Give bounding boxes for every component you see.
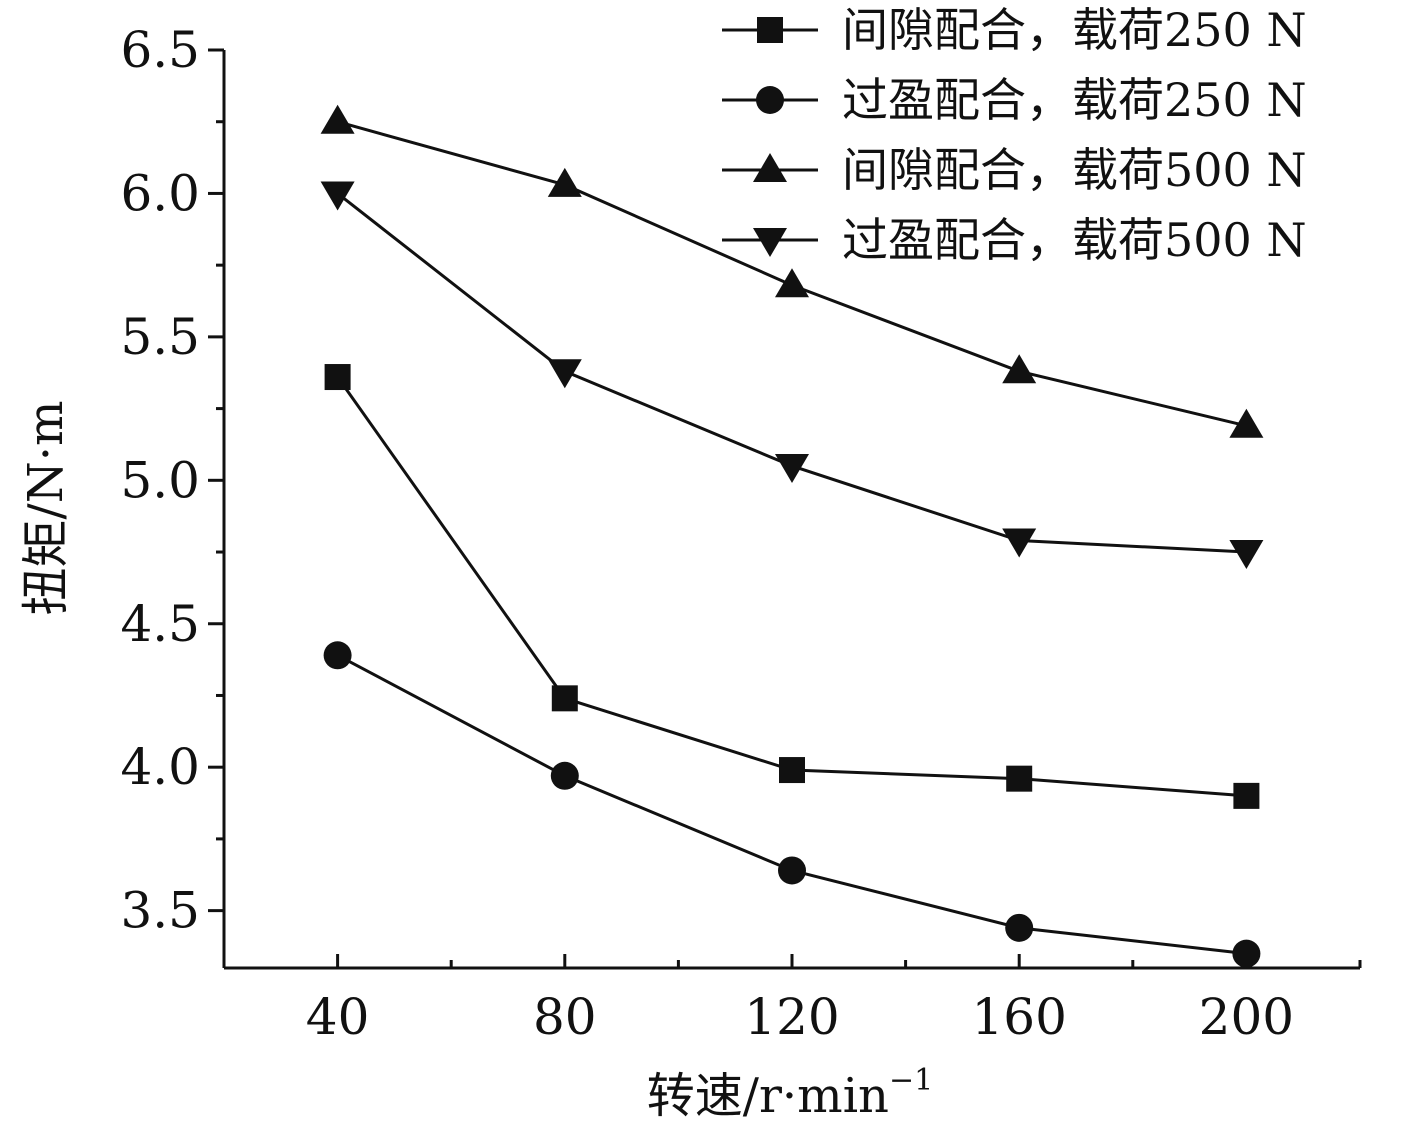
legend-entry-2: 过盈配合，载荷250 N xyxy=(722,73,1307,127)
series-1-line xyxy=(336,376,1247,798)
x-tick-label: 200 xyxy=(1199,988,1294,1046)
series-2-point xyxy=(1232,939,1261,968)
y-tick-label: 6.5 xyxy=(120,21,200,79)
series-1-point xyxy=(1006,765,1033,792)
legend-entry-4: 过盈配合，载荷500 N xyxy=(722,213,1307,267)
legend-marker xyxy=(756,86,784,114)
series-3-point xyxy=(1229,408,1264,438)
legend-marker xyxy=(753,228,787,257)
series-2 xyxy=(323,641,1261,968)
series-group xyxy=(320,104,1264,968)
legend: 间隙配合，载荷250 N 过盈配合，载荷250 N 间隙配合，载荷500 N 过盈配合… xyxy=(722,3,1307,267)
series-1-point xyxy=(324,364,351,391)
legend-marker xyxy=(757,17,783,43)
series-2-point xyxy=(323,641,352,670)
series-4-point xyxy=(775,453,809,483)
y-tick-label: 3.5 xyxy=(120,882,200,940)
x-axis-title: 转速/r·min−1 xyxy=(647,1063,933,1124)
series-4-point xyxy=(1002,528,1037,558)
legend-label: 过盈配合，载荷250 N xyxy=(842,73,1307,127)
legend-label: 间隙配合，载荷500 N xyxy=(842,143,1307,197)
series-2-point xyxy=(550,761,579,790)
series-4-point xyxy=(1229,540,1264,570)
legend-entry-1: 间隙配合，载荷250 N xyxy=(722,3,1307,57)
y-tick-label: 5.5 xyxy=(120,308,200,366)
y-tick-label: 4.5 xyxy=(120,595,200,653)
series-4 xyxy=(320,181,1264,570)
y-axis-title: 扭矩/N·m xyxy=(18,401,74,616)
series-1 xyxy=(324,364,1260,809)
series-2-point xyxy=(778,856,806,885)
x-tick-label: 40 xyxy=(306,988,370,1046)
legend-label: 间隙配合，载荷250 N xyxy=(842,3,1307,57)
series-3-point xyxy=(320,104,355,134)
y-tick-label: 4.0 xyxy=(120,738,200,796)
x-tick-label: 80 xyxy=(533,988,597,1046)
series-1-point xyxy=(1233,782,1260,809)
series-1-point xyxy=(551,685,578,712)
y-tick-label: 5.0 xyxy=(120,451,200,509)
series-2-line xyxy=(336,653,1247,956)
series-2-point xyxy=(1005,913,1034,942)
x-tick-label: 120 xyxy=(744,988,839,1046)
series-4-point xyxy=(320,181,355,211)
series-1-point xyxy=(779,757,805,784)
series-3-point xyxy=(1002,354,1037,384)
legend-marker xyxy=(753,153,787,182)
legend-entry-3: 间隙配合，载荷500 N xyxy=(722,143,1307,197)
series-3-point xyxy=(547,167,582,197)
ticks: 40 80 120 160 200 3.5 4.0 4.5 5.0 5.5 6.0 6.5 xyxy=(120,21,1362,1046)
x-tick-label: 160 xyxy=(971,988,1066,1046)
series-4-point xyxy=(547,359,582,389)
y-tick-label: 6.0 xyxy=(120,164,200,222)
series-3-point xyxy=(775,268,809,298)
legend-label: 过盈配合，载荷500 N xyxy=(842,213,1307,267)
x-axis-title-superscript: −1 xyxy=(889,1063,933,1098)
x-axis-title-main: 转速/r·min xyxy=(647,1068,889,1124)
series-3 xyxy=(320,104,1264,438)
